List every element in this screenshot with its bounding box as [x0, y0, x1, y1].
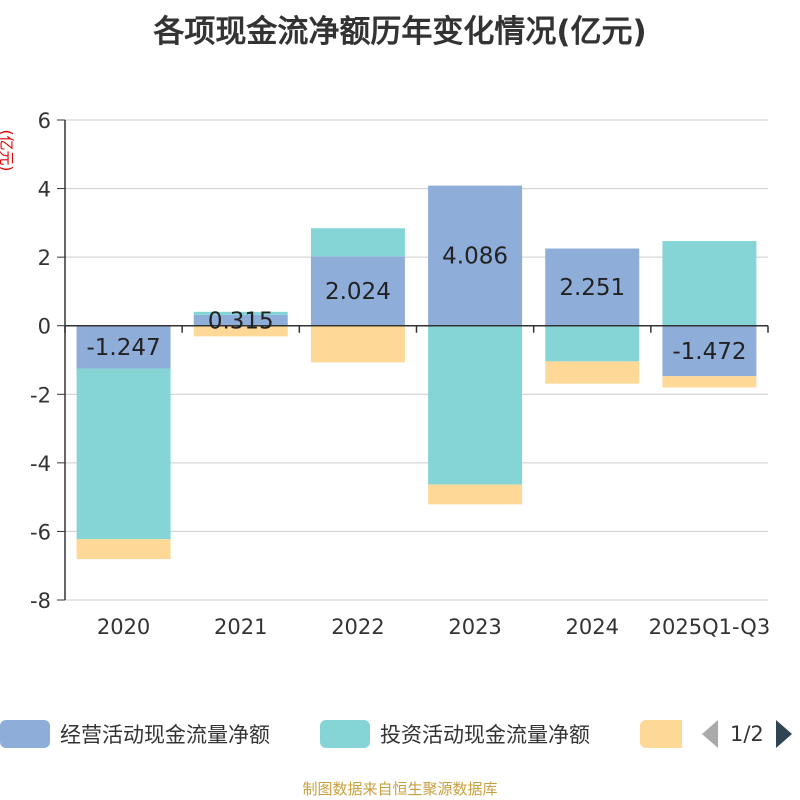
chart-title: 各项现金流净额历年变化情况(亿元) — [153, 14, 647, 50]
y-tick-label: 2 — [38, 246, 51, 270]
chevron-right-icon[interactable] — [775, 720, 792, 748]
y-tick-label: 6 — [38, 109, 51, 133]
bar-segment — [545, 361, 640, 384]
data-source-footer: 制图数据来自恒生聚源数据库 — [302, 780, 498, 798]
bar-segment — [545, 248, 640, 326]
y-tick-label: 0 — [38, 315, 51, 339]
bar-segment — [76, 539, 171, 560]
bar-segment — [662, 325, 757, 377]
data-label: 2.251 — [559, 275, 625, 301]
legend-label-investing: 投资活动现金流量净额 — [380, 723, 590, 747]
bar-segment — [310, 325, 405, 363]
y-tick-label: -8 — [30, 589, 51, 613]
bar-segment — [428, 325, 523, 485]
legend-swatch-investing — [320, 720, 370, 748]
bar-segment — [76, 325, 171, 369]
legend-swatch-operating — [0, 720, 50, 748]
legend: 经营活动现金流量净额 投资活动现金流量净额 — [0, 716, 800, 752]
y-tick-label: 4 — [38, 178, 51, 202]
x-category-label: 2021 — [214, 615, 267, 639]
legend-item-operating[interactable]: 经营活动现金流量净额 — [0, 716, 270, 752]
data-label: 2.024 — [325, 279, 391, 305]
legend-pager: 1/2 — [702, 716, 792, 752]
bar-segment — [310, 256, 405, 326]
x-category-label: 2024 — [566, 615, 619, 639]
y-tick-label: -6 — [30, 520, 51, 544]
x-category-label: 2020 — [97, 615, 150, 639]
bar-segment — [662, 376, 757, 388]
chevron-left-icon[interactable] — [702, 720, 718, 748]
y-tick-label: -2 — [30, 383, 51, 407]
bar-segment — [310, 228, 405, 257]
data-label: -1.247 — [87, 335, 161, 361]
bar-segment — [545, 325, 640, 362]
legend-swatch-financing — [640, 720, 682, 748]
bar-segment — [193, 314, 288, 326]
y-tick-label: -4 — [30, 452, 51, 476]
stacked-bar-chart: -8 -6 -4 -2 0 2 4 6 -1.247 0.315 2.024 4.086 2.251 -1… — [30, 109, 771, 639]
bar-segment — [76, 368, 171, 540]
data-label: 0.315 — [208, 308, 274, 334]
data-label: 4.086 — [442, 244, 508, 270]
x-category-label: 2022 — [331, 615, 384, 639]
legend-item-financing[interactable] — [640, 716, 692, 752]
bar-segment — [662, 241, 757, 326]
bar-segment — [428, 185, 523, 326]
bar-segment — [428, 484, 523, 505]
legend-item-investing[interactable]: 投资活动现金流量净额 — [320, 716, 590, 752]
legend-label-operating: 经营活动现金流量净额 — [60, 723, 270, 747]
data-label: -1.472 — [672, 339, 746, 365]
bar-segment — [193, 325, 288, 337]
bar-segment — [193, 311, 288, 315]
x-category-label: 2023 — [448, 615, 501, 639]
legend-page-indicator: 1/2 — [730, 722, 764, 746]
x-category-label: 2025Q1-Q3 — [649, 615, 771, 639]
